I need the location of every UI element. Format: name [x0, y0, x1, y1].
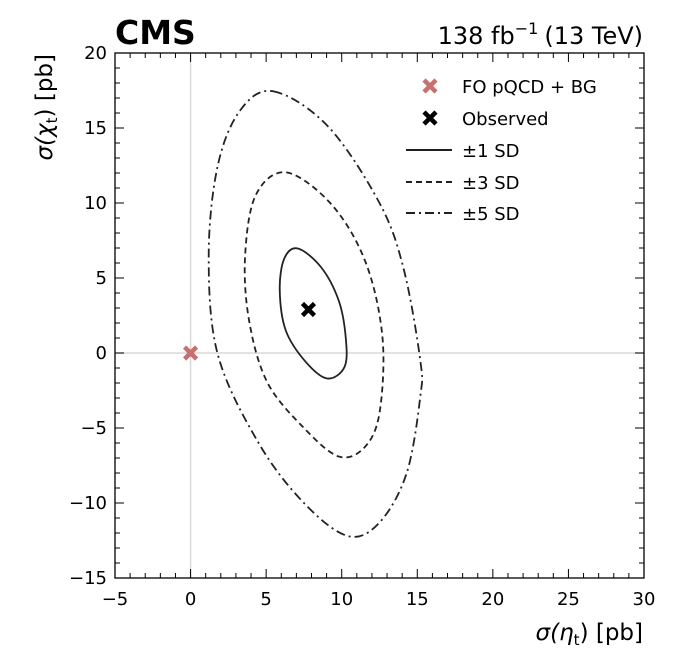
reference-lines	[115, 53, 644, 578]
y-tick-label: −5	[80, 418, 107, 439]
legend-marker	[422, 78, 438, 94]
legend-label: ±5 SD	[462, 204, 520, 225]
y-axis-label: σ(χt) [pb]	[32, 54, 61, 161]
y-tick-label: −10	[69, 493, 107, 514]
legend-label: ±1 SD	[462, 141, 520, 162]
plot-frame	[114, 52, 645, 579]
x-tick-label: 5	[260, 589, 271, 610]
x-tick-label: 30	[633, 589, 656, 610]
fo-pqcd-bg-marker	[182, 345, 199, 361]
legend-label: Observed	[462, 109, 549, 130]
contour-1sd	[278, 247, 348, 380]
x-tick-label: 25	[557, 589, 580, 610]
y-tick-label: 10	[84, 193, 107, 214]
legend-label: ±3 SD	[462, 173, 520, 194]
contour-3sd	[243, 171, 385, 459]
legend-label: FO pQCD + BG	[462, 77, 597, 98]
legend: FO pQCD + BG Observed ±1 SD ±3 SD ±5 SD	[406, 77, 597, 225]
contour-5sd	[207, 90, 424, 538]
contours	[207, 90, 424, 538]
x-axis-label: σ(ηt) [pb]	[536, 620, 643, 649]
legend-marker	[422, 110, 438, 126]
experiment-label: CMS	[115, 13, 196, 52]
observed-marker	[300, 301, 317, 318]
x-tick-label: 15	[406, 589, 429, 610]
y-tick-label: −15	[69, 568, 107, 589]
y-tick-label: 0	[96, 343, 107, 364]
x-tick-label: 20	[481, 589, 504, 610]
lumi-label: 138 fb−1 (13 TeV)	[438, 19, 643, 50]
axis-ticks: −5 0 5 10 15 20 25 30 −15 −10 −5 0 5 10 15 20	[69, 43, 655, 610]
x-tick-label: 10	[330, 589, 353, 610]
y-tick-label: 15	[84, 118, 107, 139]
x-tick-label: −5	[102, 589, 129, 610]
y-tick-label: 5	[96, 268, 107, 289]
y-tick-label: 20	[84, 43, 107, 64]
markers	[182, 301, 317, 361]
x-tick-label: 0	[185, 589, 196, 610]
